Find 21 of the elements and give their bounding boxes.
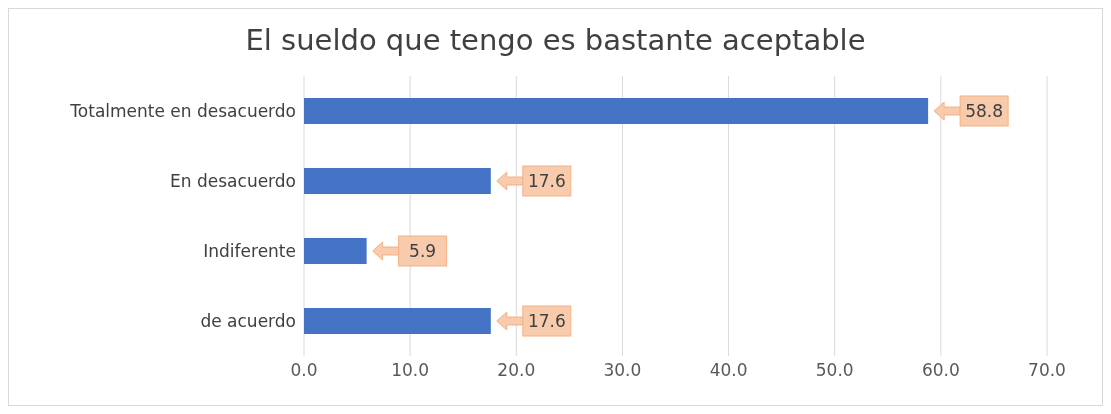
y-tick-label: Totalmente en desacuerdo [69, 101, 296, 122]
x-tick-label: 30.0 [603, 360, 642, 381]
bar [304, 238, 367, 264]
chart-title: El sueldo que tengo es bastante aceptable [244, 23, 867, 59]
x-tick-label: 70.0 [1028, 360, 1066, 381]
bar [304, 98, 929, 124]
x-tick-label: 60.0 [921, 360, 960, 381]
data-label: 5.9 [409, 241, 437, 261]
x-tick-label: 10.0 [391, 360, 430, 381]
x-tick-label: 0.0 [290, 360, 318, 381]
y-tick-label: Indiferente [203, 241, 296, 262]
data-label: 17.6 [527, 311, 566, 331]
y-tick-label: de acuerdo [200, 311, 296, 332]
x-tick-label: 50.0 [815, 360, 854, 381]
bar [304, 168, 491, 194]
bar [304, 308, 491, 334]
data-label: 58.8 [965, 101, 1004, 121]
y-tick-label: En desacuerdo [170, 171, 296, 192]
data-label: 17.6 [527, 171, 566, 191]
x-tick-label: 40.0 [709, 360, 748, 381]
x-tick-label: 20.0 [497, 360, 536, 381]
